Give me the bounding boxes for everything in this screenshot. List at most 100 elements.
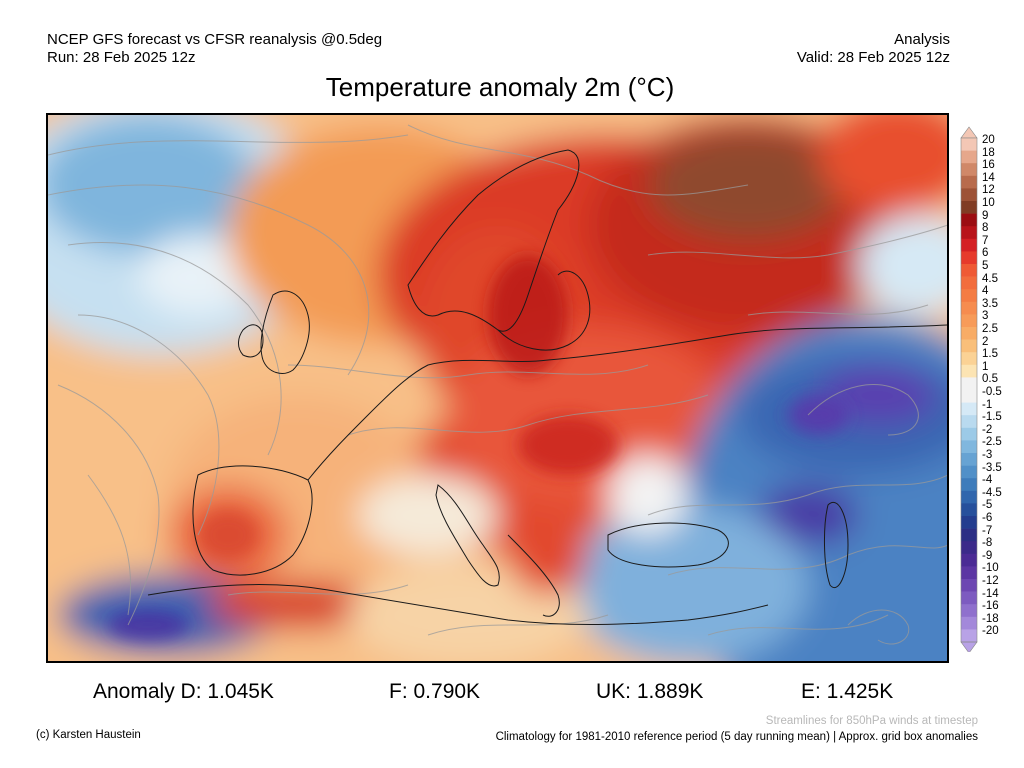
colorbar-tick-label: 9 bbox=[982, 209, 989, 222]
colorbar-tick-label: 18 bbox=[982, 146, 995, 159]
colorbar-tick-label: -14 bbox=[982, 587, 999, 600]
climatology-note: Climatology for 1981-2010 reference peri… bbox=[495, 731, 978, 743]
colorbar-tick-label: -18 bbox=[982, 612, 999, 625]
streamline-note: Streamlines for 850hPa winds at timestep bbox=[765, 715, 978, 727]
wind-streamlines bbox=[48, 124, 947, 645]
map-canvas bbox=[48, 115, 947, 661]
anomaly-europe-stat: E: 1.425K bbox=[801, 680, 894, 703]
colorbar-cell bbox=[961, 364, 977, 378]
colorbar-cell bbox=[961, 579, 977, 592]
colorbar-frame bbox=[960, 137, 978, 643]
colorbar-tick-label: -4.5 bbox=[982, 486, 1002, 499]
colorbar-tick-label: -16 bbox=[982, 600, 999, 613]
anomaly-domain-stat: Anomaly D: 1.045K bbox=[93, 680, 274, 703]
colorbar-cell bbox=[961, 314, 977, 328]
colorbar-cell bbox=[961, 264, 977, 277]
colorbar-bottom-arrow bbox=[960, 641, 978, 652]
colorbar-cell bbox=[961, 276, 977, 290]
colorbar-tick-label: -3.5 bbox=[982, 461, 1002, 474]
colorbar-tick-label: -9 bbox=[982, 549, 993, 562]
colorbar-tick-label: -1 bbox=[982, 398, 993, 411]
colorbar-cell bbox=[961, 226, 977, 240]
colorbar-cell bbox=[961, 541, 977, 555]
colorbar-cell bbox=[961, 616, 977, 630]
anomaly-france-stat: F: 0.790K bbox=[389, 680, 481, 703]
colorbar-tick-label: 1.5 bbox=[982, 348, 998, 361]
colorbar-cell bbox=[961, 390, 977, 403]
colorbar-tick-label: 2 bbox=[982, 335, 989, 348]
anomaly-map bbox=[46, 113, 949, 663]
colorbar-tick-label: 2.5 bbox=[982, 323, 998, 335]
colorbar-tick-label: -0.5 bbox=[982, 386, 1002, 398]
colorbar-cell bbox=[961, 503, 977, 517]
valid-time: Valid: 28 Feb 2025 12z bbox=[796, 49, 950, 66]
colorbar-cell bbox=[961, 138, 977, 151]
colorbar bbox=[960, 126, 978, 652]
colorbar-cell bbox=[961, 213, 977, 227]
colorbar-tick-label: 3.5 bbox=[982, 297, 998, 310]
anomaly-uk-stat: UK: 1.889K bbox=[596, 680, 704, 703]
analysis-label: Analysis bbox=[894, 31, 950, 48]
chart-title: Temperature anomaly 2m (°C) bbox=[325, 72, 675, 102]
colorbar-tick-label: -6 bbox=[982, 512, 993, 524]
colorbar-tick-label: 0.5 bbox=[982, 373, 998, 386]
colorbar-cell bbox=[961, 465, 977, 479]
colorbar-cell bbox=[961, 591, 977, 605]
anomaly-detail bbox=[108, 255, 848, 640]
colorbar-cells bbox=[960, 126, 978, 652]
colorbar-cell bbox=[961, 478, 977, 492]
colorbar-tick-label: 4 bbox=[982, 285, 989, 298]
colorbar-cell bbox=[961, 163, 977, 177]
colorbar-tick-label: -20 bbox=[982, 625, 999, 638]
colorbar-cell bbox=[961, 440, 977, 454]
colorbar-tick-label: 16 bbox=[982, 159, 995, 172]
colorbar-cell bbox=[961, 453, 977, 466]
colorbar-cell bbox=[961, 490, 977, 504]
colorbar-tick-label: 20 bbox=[982, 134, 995, 146]
colorbar-cell bbox=[961, 352, 977, 366]
colorbar-tick-label: -10 bbox=[982, 562, 999, 575]
colorbar-cell bbox=[961, 427, 977, 441]
colorbar-cell bbox=[961, 415, 977, 429]
colorbar-cell bbox=[961, 339, 977, 353]
coastlines bbox=[147, 149, 947, 626]
run-time: Run: 28 Feb 2025 12z bbox=[47, 49, 196, 66]
colorbar-tick-label: -1.5 bbox=[982, 411, 1002, 424]
colorbar-cell bbox=[961, 528, 977, 542]
colorbar-tick-label: 1 bbox=[982, 360, 989, 373]
colorbar-tick-label: 10 bbox=[982, 197, 995, 209]
colorbar-cell bbox=[961, 377, 977, 391]
colorbar-tick-label: 6 bbox=[982, 247, 989, 260]
colorbar-cell bbox=[961, 629, 977, 643]
colorbar-cell bbox=[961, 327, 977, 340]
colorbar-cell bbox=[961, 553, 977, 567]
colorbar-cell bbox=[961, 201, 977, 214]
colorbar-cell bbox=[961, 188, 977, 202]
colorbar-tick-label: -12 bbox=[982, 575, 999, 587]
colorbar-tick-label: 7 bbox=[982, 234, 989, 247]
colorbar-cell bbox=[961, 516, 977, 529]
colorbar-tick-label: 5 bbox=[982, 260, 989, 272]
copyright-credit: (c) Karsten Haustein bbox=[36, 729, 141, 741]
colorbar-tick-label: 14 bbox=[982, 171, 995, 184]
colorbar-tick-label: -7 bbox=[982, 524, 993, 537]
model-description: NCEP GFS forecast vs CFSR reanalysis @0.… bbox=[47, 31, 383, 48]
colorbar-cell bbox=[961, 566, 977, 580]
colorbar-tick-label: -8 bbox=[982, 537, 993, 550]
colorbar-tick-label: -4 bbox=[982, 474, 993, 487]
colorbar-tick-label: 3 bbox=[982, 310, 989, 323]
colorbar-tick-label: -3 bbox=[982, 449, 993, 461]
colorbar-tick-label: -2 bbox=[982, 423, 993, 436]
colorbar-cell bbox=[961, 238, 977, 252]
colorbar-tick-label: -2.5 bbox=[982, 436, 1002, 449]
colorbar-tick-label: 12 bbox=[982, 184, 995, 197]
anomaly-field bbox=[48, 115, 947, 661]
colorbar-cell bbox=[961, 150, 977, 164]
colorbar-cell bbox=[961, 251, 977, 265]
colorbar-cell bbox=[961, 289, 977, 303]
colorbar-cell bbox=[961, 175, 977, 189]
colorbar-tick-label: 4.5 bbox=[982, 272, 998, 285]
colorbar-tick-label: 8 bbox=[982, 222, 989, 235]
colorbar-top-arrow bbox=[960, 126, 978, 139]
colorbar-cell bbox=[961, 402, 977, 416]
